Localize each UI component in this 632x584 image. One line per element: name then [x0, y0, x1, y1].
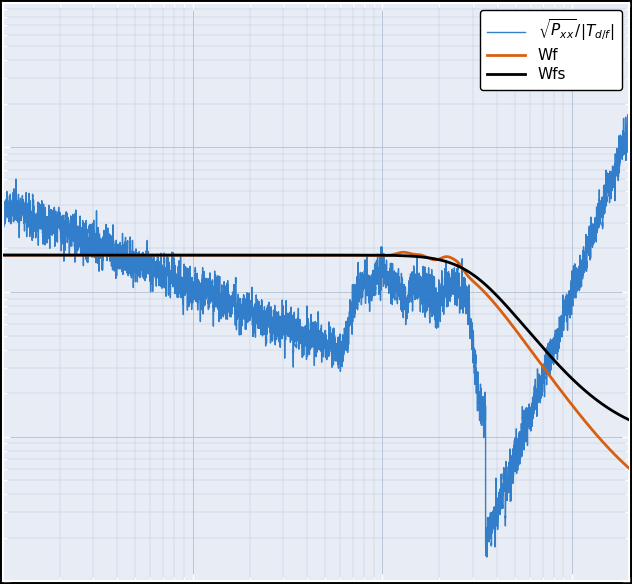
Wf: [122, 252, 130, 259]
$\sqrt{P_{xx}}/|T_{d/f}|$: [0, 197, 6, 204]
$\sqrt{P_{xx}}/|T_{d/f}|$: [624, 112, 631, 119]
Wf: [592, 431, 600, 438]
Wf: [399, 249, 407, 256]
Line: Wf: Wf: [3, 252, 629, 468]
$\sqrt{P_{xx}}/|T_{d/f}|$: [37, 220, 44, 227]
Line: Wfs: Wfs: [3, 255, 629, 420]
Wfs: [25, 252, 32, 259]
$\sqrt{P_{xx}}/|T_{d/f}|$: [25, 208, 32, 215]
$\sqrt{P_{xx}}/|T_{d/f}|$: [2, 211, 9, 218]
Wf: [305, 252, 313, 259]
Wfs: [37, 252, 44, 259]
$\sqrt{P_{xx}}/|T_{d/f}|$: [626, 123, 632, 130]
Wfs: [122, 252, 130, 259]
$\sqrt{P_{xx}}/|T_{d/f}|$: [592, 224, 600, 231]
Legend: $\sqrt{P_{xx}}/|T_{d/f}|$, Wf, Wfs: $\sqrt{P_{xx}}/|T_{d/f}|$, Wf, Wfs: [480, 11, 622, 90]
Wf: [2, 252, 9, 259]
Wf: [626, 465, 632, 472]
Wf: [0, 252, 6, 259]
Wf: [37, 252, 44, 259]
Wfs: [305, 252, 313, 259]
Line: $\sqrt{P_{xx}}/|T_{d/f}|$: $\sqrt{P_{xx}}/|T_{d/f}|$: [3, 115, 629, 557]
Wfs: [332, 252, 339, 259]
$\sqrt{P_{xx}}/|T_{d/f}|$: [122, 245, 130, 252]
Wfs: [2, 252, 9, 259]
Wfs: [0, 252, 6, 259]
Wfs: [626, 416, 632, 423]
$\sqrt{P_{xx}}/|T_{d/f}|$: [305, 329, 313, 336]
$\sqrt{P_{xx}}/|T_{d/f}|$: [483, 554, 490, 561]
Wf: [25, 252, 32, 259]
Wfs: [592, 396, 600, 403]
